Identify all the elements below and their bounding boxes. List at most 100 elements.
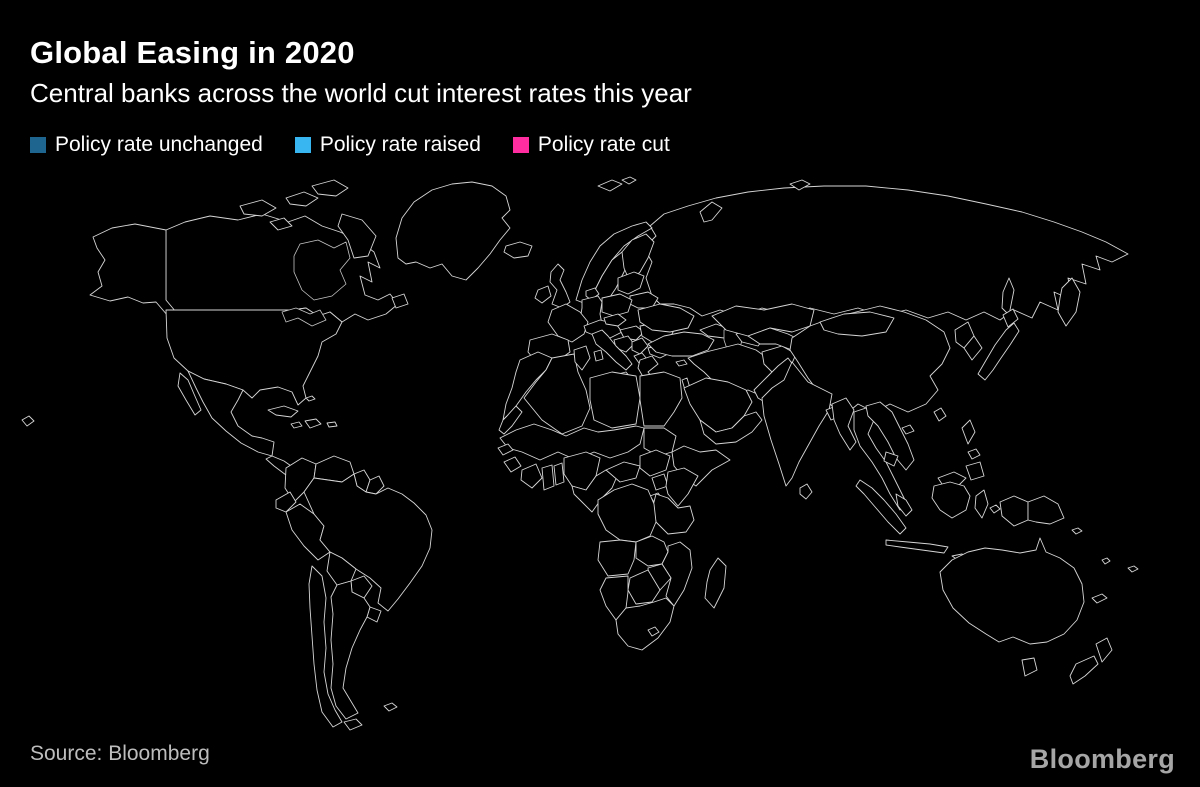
country-greenland (395, 181, 511, 281)
country-madagascar (704, 557, 727, 609)
country-puerto-rico (326, 421, 338, 428)
legend-label-unchanged: Policy rate unchanged (55, 132, 263, 156)
country-philippines-mindanao (965, 461, 985, 481)
country-south-sudan (639, 449, 671, 477)
country-taiwan (933, 407, 947, 422)
country-ivory-coast (520, 463, 543, 489)
country-czechia (603, 313, 627, 327)
great-lakes (281, 307, 327, 327)
country-cuba (267, 405, 299, 418)
country-japan-hokkaido (1002, 308, 1019, 328)
country-turkey (647, 331, 715, 357)
country-tunisia (573, 345, 591, 371)
country-sri-lanka (799, 483, 813, 500)
legend-item-cut: Policy rate cut (512, 132, 670, 157)
country-philippines-luzon (961, 419, 976, 445)
legend-item-raised: Policy rate raised (294, 132, 481, 157)
country-western-sahara (498, 405, 523, 435)
country-baja (177, 372, 202, 416)
country-falklands (383, 702, 398, 712)
country-libya (589, 371, 641, 429)
legend-swatch-raised-icon (294, 136, 311, 153)
country-hispaniola (304, 418, 322, 429)
country-sardinia (593, 349, 604, 362)
country-ghana (541, 464, 555, 491)
country-malaysia-borneo (937, 471, 967, 487)
country-arctic-island-2 (285, 191, 319, 207)
country-malaysia-peninsula (895, 493, 913, 517)
country-south-korea (963, 335, 983, 361)
country-dr-congo (597, 483, 657, 543)
country-vietnam-laos (865, 401, 915, 471)
country-jamaica (290, 421, 303, 429)
country-ecuador (275, 491, 297, 513)
country-kamchatka (1057, 277, 1081, 327)
country-svalbard-2 (621, 176, 637, 185)
legend-swatch-cut-icon (512, 136, 529, 153)
country-poland (601, 293, 633, 317)
country-ireland (534, 285, 552, 304)
country-guinea-sierra-leone (503, 456, 522, 473)
country-central-african-republic (605, 461, 641, 483)
country-sahel-belt (499, 423, 645, 461)
country-argentina (330, 580, 371, 720)
source-credit: Source: Bloomberg (30, 742, 210, 765)
country-south-africa (615, 597, 675, 651)
country-severnaya-zemlya (789, 179, 811, 191)
country-hainan (901, 424, 915, 435)
chart-header: Global Easing in 2020 Central banks acro… (30, 35, 702, 157)
country-chile (308, 565, 343, 728)
country-uk (549, 263, 571, 309)
country-suriname (365, 475, 385, 495)
country-sumatra (855, 479, 907, 535)
country-arctic-island-4 (269, 217, 293, 231)
bloomberg-logo: Bloomberg (1029, 744, 1175, 774)
country-india (761, 361, 833, 487)
country-maluku (989, 504, 1001, 514)
country-uganda (651, 473, 669, 491)
country-fiji (1127, 565, 1139, 573)
country-vanuatu (1101, 557, 1111, 565)
country-myanmar (831, 397, 857, 451)
legend: Policy rate unchanged Policy rate raised… (30, 133, 702, 157)
legend-label-raised: Policy rate raised (319, 132, 481, 156)
country-cyprus (675, 359, 688, 367)
country-kalimantan (931, 481, 971, 519)
hudson-bay (293, 239, 351, 301)
country-italy (591, 329, 633, 371)
country-yemen-oman (699, 411, 763, 445)
page-title: Global Easing in 2020 (30, 35, 355, 70)
country-australia (939, 537, 1085, 645)
country-iceland (503, 241, 533, 259)
country-arctic-island-1 (239, 199, 277, 217)
country-bahamas (305, 395, 316, 402)
country-baffin (337, 213, 377, 259)
country-papua-new-guinea (1027, 495, 1065, 525)
country-mongolia (819, 311, 895, 337)
country-brazil (303, 473, 433, 612)
country-west-papua (999, 495, 1029, 527)
legend-item-unchanged: Policy rate unchanged (30, 133, 263, 157)
legend-label-cut: Policy rate cut (537, 132, 670, 156)
country-togo-benin (553, 462, 565, 486)
country-philippines-visayas (967, 448, 981, 460)
country-kenya (665, 467, 699, 507)
country-mexico (187, 370, 275, 457)
country-tierra-del-fuego (343, 718, 363, 731)
country-nz-south (1069, 655, 1099, 685)
country-japan-honshu (977, 322, 1020, 381)
country-baltics (617, 271, 645, 295)
country-java (885, 539, 949, 554)
country-solomon-islands (1071, 527, 1083, 535)
country-egypt (639, 371, 683, 427)
country-svalbard-1 (597, 179, 623, 192)
country-sakhalin (1001, 277, 1015, 316)
legend-swatch-unchanged-icon (30, 136, 46, 153)
country-senegal (497, 443, 514, 456)
country-tasmania (1021, 657, 1038, 677)
country-angola (597, 539, 637, 577)
country-sulawesi (974, 489, 989, 519)
country-ellesmere (311, 179, 349, 197)
country-cambodia (883, 451, 899, 467)
